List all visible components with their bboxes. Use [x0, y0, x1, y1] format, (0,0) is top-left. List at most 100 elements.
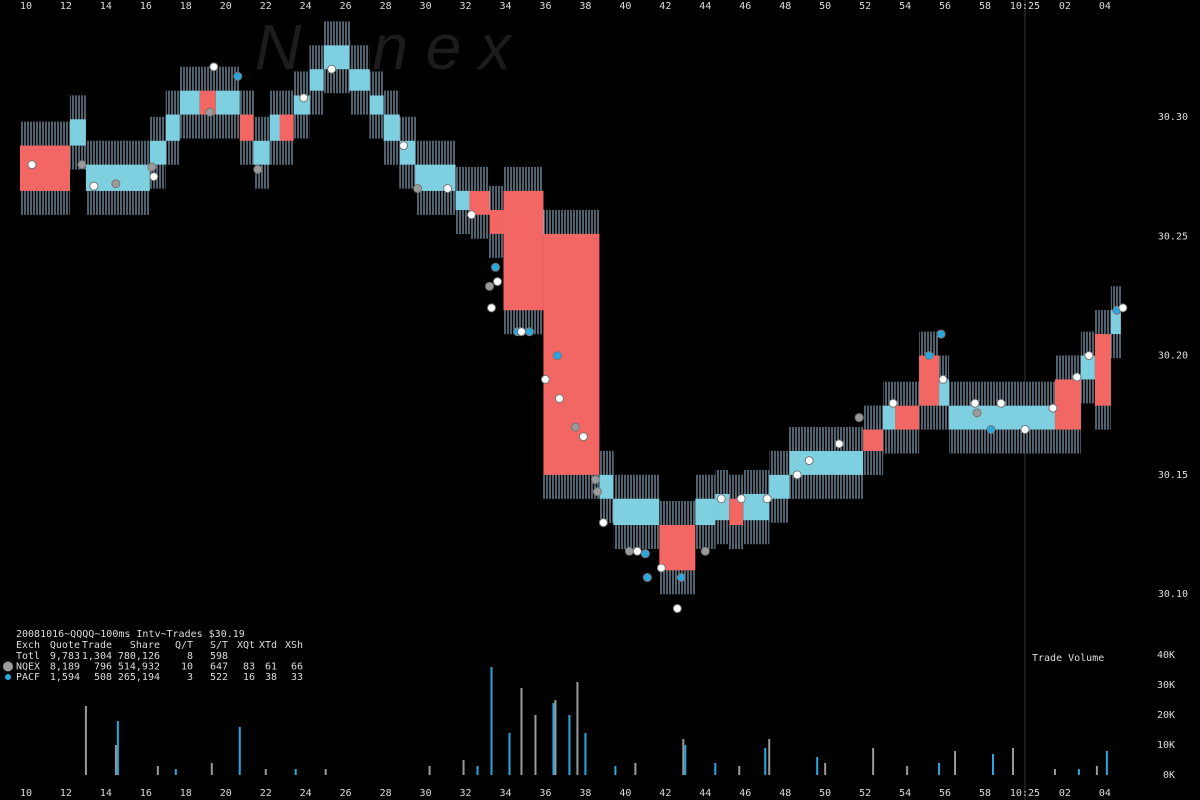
- x-tick-label: 56: [939, 1, 951, 12]
- panel-title: Trade Volume: [1032, 653, 1104, 664]
- trade: [205, 107, 215, 117]
- trade: [1020, 425, 1030, 435]
- quote-spread: [239, 114, 254, 141]
- quote-spread: [253, 140, 270, 165]
- quote-spread: [769, 474, 790, 499]
- y-tick-label: 30.15: [1158, 470, 1188, 481]
- trade: [804, 456, 814, 466]
- volume-bar: [1011, 748, 1014, 775]
- stats-cell: 16: [243, 672, 255, 683]
- x-tick-label: 30: [420, 788, 432, 799]
- volume-bar: [84, 706, 87, 775]
- quote-spread: [269, 114, 280, 141]
- stats-cell: 796: [94, 662, 112, 673]
- x-tick-label: 28: [380, 1, 392, 12]
- trade: [253, 164, 263, 174]
- x-tick-label: 24: [300, 1, 312, 12]
- y-tick-label: 30K: [1157, 680, 1175, 691]
- volume-bar: [476, 766, 479, 775]
- x-tick-label: 46: [739, 788, 751, 799]
- trade: [970, 398, 980, 408]
- x-tick-label: 10: [20, 1, 32, 12]
- stats-cell: 265,194: [118, 672, 160, 683]
- stats-title: 20081016~QQQQ~100ms Intv~Trades $30.19: [16, 629, 245, 640]
- trade: [1118, 303, 1128, 313]
- y-tick-label: 20K: [1157, 710, 1175, 721]
- trade: [936, 329, 946, 339]
- y-tick-label: 10K: [1157, 740, 1175, 751]
- trade: [443, 184, 453, 194]
- y-tick-label: 30.10: [1158, 589, 1188, 600]
- volume-bar: [238, 727, 241, 775]
- x-tick-label: 10: [20, 788, 32, 799]
- quote-spread: [215, 90, 240, 115]
- trade: [642, 573, 652, 582]
- trade: [467, 210, 477, 220]
- x-tick-label: 54: [899, 1, 911, 12]
- x-tick-label: 26: [340, 1, 352, 12]
- trade: [233, 71, 243, 81]
- x-tick-label: 48: [779, 1, 791, 12]
- volume-bar: [906, 766, 909, 775]
- stats-cell: Quote: [50, 640, 80, 651]
- x-tick-label: 20: [220, 1, 232, 12]
- x-tick-label: 22: [260, 788, 272, 799]
- x-tick-label: 20: [220, 788, 232, 799]
- quote-spread: [695, 498, 716, 525]
- trade: [147, 162, 157, 172]
- trade: [89, 181, 99, 191]
- trade: [552, 351, 562, 361]
- stats-cell: 8,189: [50, 662, 80, 673]
- stats-cell: 598: [210, 651, 228, 662]
- volume-bar: [554, 700, 557, 775]
- trade: [762, 494, 772, 504]
- volume-bar: [634, 763, 637, 775]
- stats-cell: 66: [291, 662, 303, 673]
- stats-cell: 8: [187, 651, 193, 662]
- trade: [1048, 403, 1058, 413]
- quote-spread: [863, 429, 884, 452]
- volume-bar: [552, 703, 555, 775]
- volume-bar: [462, 760, 465, 775]
- x-tick-label: 44: [699, 1, 711, 12]
- x-tick-label: 38: [579, 788, 591, 799]
- volume-bar: [210, 763, 213, 775]
- volume-bar: [954, 751, 957, 775]
- trade: [938, 374, 948, 384]
- y-tick-label: 30.20: [1158, 351, 1188, 362]
- x-tick-label: 02: [1059, 788, 1071, 799]
- stats-cell: Share: [130, 640, 160, 651]
- volume-bar: [824, 763, 827, 775]
- stats-cell: 33: [291, 672, 303, 683]
- volume-bar: [684, 745, 687, 775]
- trade: [485, 281, 495, 291]
- trade: [590, 475, 600, 485]
- quote-spread: [149, 140, 166, 165]
- x-tick-label: 10:25: [1010, 1, 1040, 12]
- quote-spread: [279, 114, 294, 141]
- quote-spread: [895, 405, 920, 430]
- stats-cell: 1,594: [50, 672, 80, 683]
- stats-cell: S/T: [210, 640, 228, 651]
- x-tick-label: 36: [539, 1, 551, 12]
- x-tick-label: 34: [499, 788, 511, 799]
- quote-spread: [1094, 334, 1111, 406]
- volume-bar: [324, 769, 327, 775]
- x-tick-label: 52: [859, 1, 871, 12]
- stats-cell: PACF: [16, 672, 40, 683]
- x-tick-label: 50: [819, 788, 831, 799]
- volume-bar: [1095, 766, 1098, 775]
- trade: [598, 518, 608, 528]
- x-tick-label: 36: [539, 788, 551, 799]
- stats-cell: XTd: [259, 640, 277, 651]
- quote-spread: [789, 451, 864, 475]
- stats-cell: Exch: [16, 640, 40, 651]
- volume-bar: [1053, 769, 1056, 775]
- stats-cell: 61: [265, 662, 277, 673]
- quote-spread: [19, 145, 70, 191]
- trade: [209, 62, 219, 72]
- trade: [672, 604, 682, 614]
- quote-spread: [939, 379, 950, 406]
- quote-spread: [599, 474, 614, 499]
